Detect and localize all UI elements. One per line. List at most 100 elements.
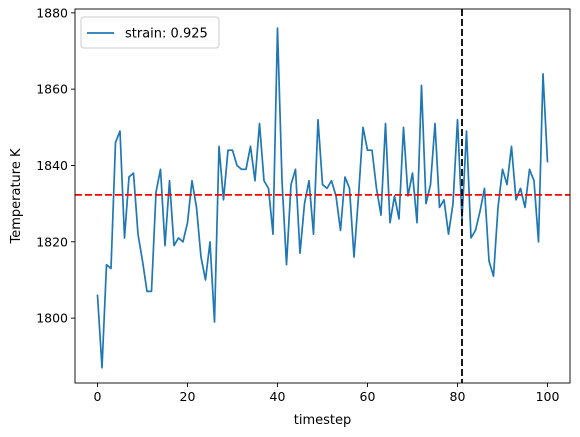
data-point <box>470 237 472 239</box>
data-point <box>182 241 184 243</box>
x-tick-label: 40 <box>270 389 286 404</box>
data-point <box>164 245 166 247</box>
series-line <box>96 27 549 369</box>
data-point <box>439 207 441 209</box>
data-point <box>245 168 247 170</box>
data-point <box>385 123 387 125</box>
data-point <box>191 180 193 182</box>
data-point <box>299 252 301 254</box>
data-point <box>412 172 414 174</box>
data-point <box>142 260 144 262</box>
data-point <box>263 180 265 182</box>
data-point <box>119 130 121 132</box>
data-point <box>466 130 468 132</box>
data-point <box>173 245 175 247</box>
data-point <box>124 237 126 239</box>
data-point <box>542 73 544 75</box>
data-point <box>290 184 292 186</box>
data-point <box>416 222 418 224</box>
data-point <box>277 27 279 29</box>
data-point <box>331 180 333 182</box>
data-point <box>241 168 243 170</box>
data-point <box>547 161 549 163</box>
data-point <box>421 85 423 87</box>
data-point <box>326 188 328 190</box>
legend-label: strain: 0.925 <box>125 27 208 42</box>
data-point <box>178 237 180 239</box>
data-point <box>493 275 495 277</box>
data-point <box>425 203 427 205</box>
y-tick-label: 1840 <box>36 158 68 173</box>
y-axis-label: Temperature K <box>9 148 24 244</box>
data-point <box>236 165 238 167</box>
y-tick-label: 1880 <box>36 5 68 20</box>
x-tick-label: 80 <box>450 389 466 404</box>
data-point <box>389 222 391 224</box>
data-point <box>205 279 207 281</box>
data-point <box>209 241 211 243</box>
data-point <box>484 188 486 190</box>
plot-frame <box>74 8 571 384</box>
data-point <box>376 188 378 190</box>
data-point <box>538 241 540 243</box>
data-point <box>200 256 202 258</box>
data-point <box>268 188 270 190</box>
data-point <box>146 291 148 293</box>
x-tick-label: 100 <box>536 389 560 404</box>
data-point <box>106 264 108 266</box>
data-point <box>218 146 220 148</box>
data-point <box>295 168 297 170</box>
data-point <box>313 233 315 235</box>
data-point <box>380 214 382 216</box>
data-point <box>403 127 405 129</box>
y-tick-label: 1800 <box>36 311 68 326</box>
data-point <box>110 268 112 270</box>
data-point <box>227 149 229 151</box>
data-point <box>196 207 198 209</box>
x-axis: 0 20 40 60 80 100 <box>94 383 560 404</box>
x-tick-label: 20 <box>180 389 196 404</box>
data-point <box>529 168 531 170</box>
data-point <box>97 294 99 296</box>
data-point <box>448 233 450 235</box>
data-point <box>506 184 508 186</box>
data-point <box>520 188 522 190</box>
data-point <box>443 199 445 201</box>
data-point <box>115 142 117 144</box>
data-point <box>160 168 162 170</box>
data-point <box>317 119 319 121</box>
data-point <box>155 191 157 193</box>
data-point <box>223 199 225 201</box>
data-point <box>488 260 490 262</box>
data-point <box>128 176 130 178</box>
data-point <box>322 184 324 186</box>
data-point <box>214 321 216 323</box>
data-point <box>137 233 139 235</box>
data-point <box>353 256 355 258</box>
data-point <box>533 180 535 182</box>
data-point <box>349 188 351 190</box>
data-point <box>511 146 513 148</box>
data-point <box>169 180 171 182</box>
data-point <box>308 180 310 182</box>
data-point <box>457 119 459 121</box>
x-axis-label: timestep <box>294 413 352 428</box>
data-point <box>367 149 369 151</box>
data-point <box>430 184 432 186</box>
data-point <box>479 210 481 212</box>
data-point <box>398 218 400 220</box>
data-point <box>101 367 103 369</box>
y-tick-label: 1820 <box>36 234 68 249</box>
legend: strain: 0.925 <box>80 16 220 49</box>
data-point <box>286 264 288 266</box>
y-axis: 1800 1820 1840 1860 1880 <box>36 5 75 326</box>
data-point <box>502 168 504 170</box>
data-point <box>281 180 283 182</box>
data-point <box>272 233 274 235</box>
data-point <box>254 180 256 182</box>
x-tick-label: 60 <box>360 389 376 404</box>
data-point <box>232 149 234 151</box>
data-point <box>250 146 252 148</box>
data-point <box>434 123 436 125</box>
